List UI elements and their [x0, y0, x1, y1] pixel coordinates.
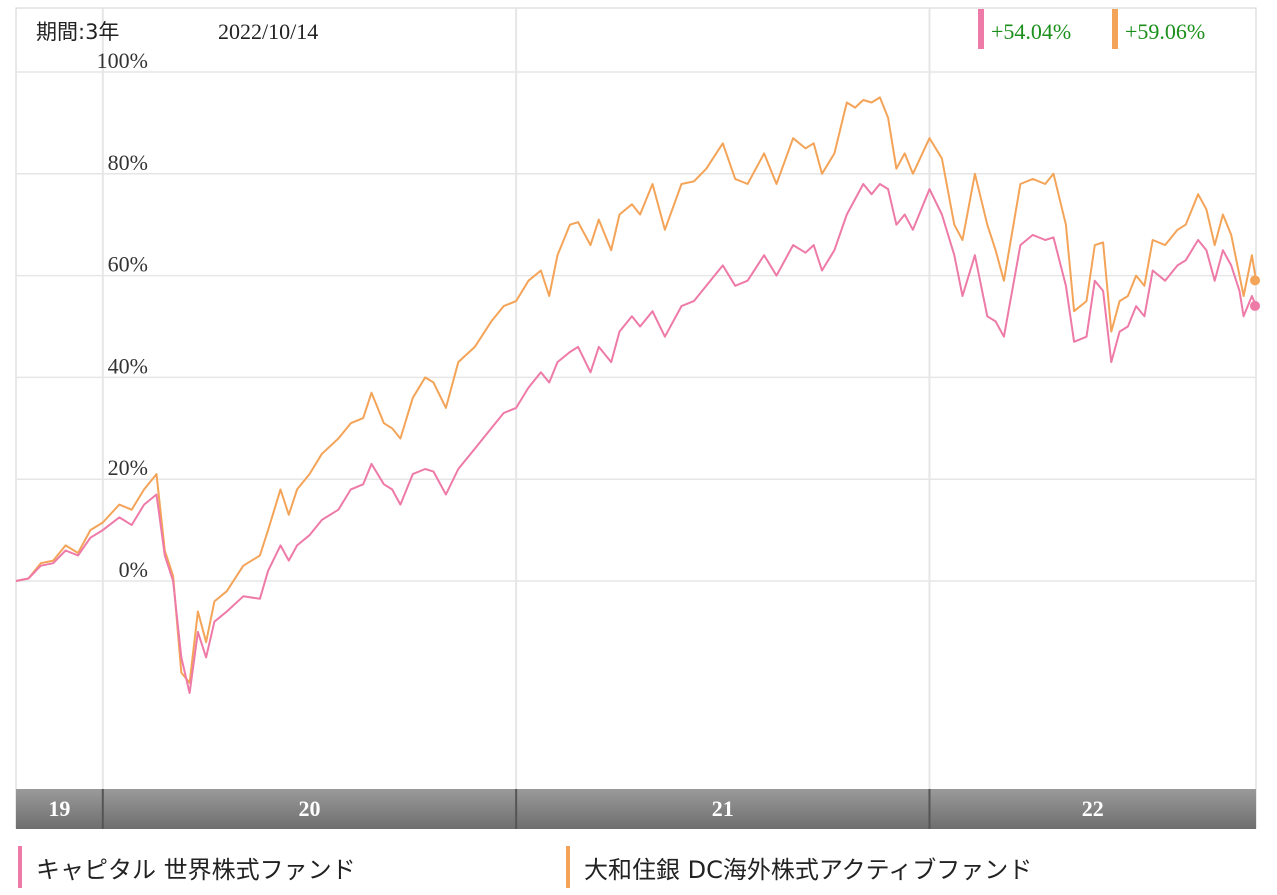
y-tick-label: 20%: [108, 455, 148, 480]
y-axis: 100% 80% 60% 40% 20% 0%: [97, 48, 148, 582]
legend: キャピタル 世界株式ファンド 大和住銀 DC海外株式アクティブファンド: [0, 840, 1277, 895]
legend-label-2: 大和住銀 DC海外株式アクティブファンド: [584, 855, 1033, 884]
series-line-1: [15, 183, 1257, 694]
plot-area: [15, 7, 1257, 829]
series-1-end-swatch: [978, 9, 984, 49]
y-tick-label: 0%: [119, 557, 148, 582]
date-label: 2022/10/14: [218, 19, 318, 44]
x-tick-label: 21: [712, 796, 734, 821]
series-2-end-value: +59.06%: [1125, 19, 1205, 44]
series-end-marker-1: [1250, 300, 1260, 311]
y-tick-label: 40%: [108, 353, 148, 378]
y-tick-label: 80%: [108, 150, 148, 175]
legend-item-2: 大和住銀 DC海外株式アクティブファンド: [566, 846, 1032, 888]
y-tick-label: 100%: [97, 48, 148, 73]
legend-swatch-1: [18, 846, 22, 888]
series-2-end-swatch: [1112, 9, 1118, 49]
legend-item-1: キャピタル 世界株式ファンド: [18, 846, 356, 888]
grid: [16, 8, 1256, 789]
x-tick-label: 22: [1082, 796, 1104, 821]
series-line-2: [15, 96, 1257, 684]
x-axis-band-bg: [16, 789, 1256, 829]
period-label: 期間:3年: [36, 20, 119, 44]
x-axis-band: 19 20 21 22: [16, 789, 1256, 829]
series-end-marker-2: [1250, 275, 1260, 286]
y-tick-label: 60%: [108, 252, 148, 277]
series-1-end-value: +54.04%: [991, 19, 1071, 44]
legend-label-1: キャピタル 世界株式ファンド: [36, 855, 356, 884]
x-tick-label: 19: [48, 796, 70, 821]
series-lines: [15, 96, 1260, 694]
legend-swatch-2: [566, 846, 570, 888]
x-tick-label: 20: [298, 796, 320, 821]
